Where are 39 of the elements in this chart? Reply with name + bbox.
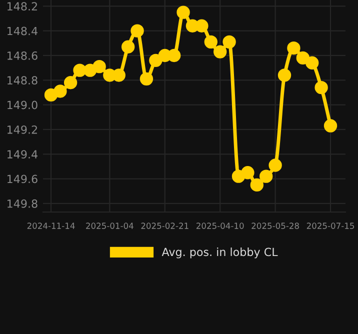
x-tick-label: 2025-04-10	[196, 222, 244, 229]
point	[195, 19, 208, 32]
point	[149, 54, 162, 68]
point	[278, 68, 292, 82]
point	[222, 35, 236, 49]
point	[306, 56, 319, 70]
point	[140, 72, 154, 86]
x-tick-label: 2025-05-28	[252, 222, 299, 229]
point	[54, 84, 67, 98]
point	[287, 41, 300, 55]
y-tick-label: 148.8	[8, 76, 38, 85]
point	[268, 158, 282, 172]
point	[204, 35, 218, 49]
point	[64, 76, 78, 90]
point	[92, 60, 106, 74]
y-tick-label: 149.4	[8, 150, 38, 159]
point	[241, 166, 254, 180]
y-tick-label: 149.8	[8, 199, 38, 208]
point	[213, 45, 227, 58]
y-tick-label: 148.6	[8, 51, 38, 60]
point	[176, 6, 190, 19]
point	[260, 170, 273, 183]
x-tick-label: 2025-01-04	[86, 222, 134, 229]
point	[130, 24, 144, 38]
y-tick-label: 149.0	[8, 100, 38, 110]
x-tick-label: 2025-02-21	[141, 222, 188, 229]
point	[112, 68, 126, 82]
point	[73, 64, 86, 77]
x-tick-label: 2024-11-14	[27, 222, 75, 229]
point	[314, 80, 328, 94]
y-tick-label: 148.2	[8, 2, 37, 11]
y-tick-label: 149.2	[8, 125, 37, 134]
legend-label: Avg. pos. in lobby CL	[162, 248, 278, 258]
y-tick-label: 149.6	[8, 174, 38, 184]
point	[121, 40, 135, 54]
point	[250, 178, 264, 192]
y-tick-label: 148.4	[8, 26, 38, 36]
point	[324, 119, 338, 132]
x-tick-label: 2025-07-15	[306, 222, 354, 229]
